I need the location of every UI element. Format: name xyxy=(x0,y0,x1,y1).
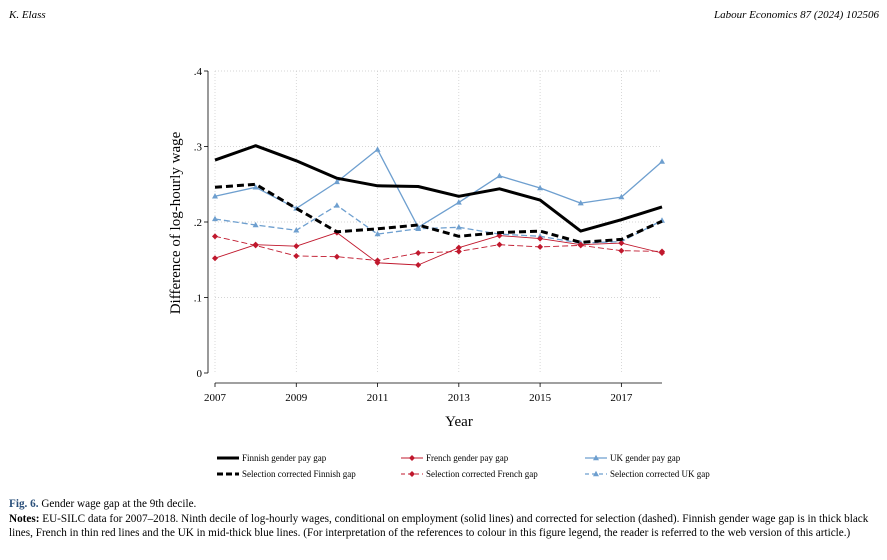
series-uk-gender-pay-gap xyxy=(212,146,665,230)
figure-label: Fig. 6. xyxy=(9,498,39,510)
data-point xyxy=(374,146,381,152)
y-tick-label: .2 xyxy=(194,217,202,229)
series-line xyxy=(214,232,663,266)
x-tick-label: 2015 xyxy=(529,392,552,404)
y-tick-label: .3 xyxy=(194,142,203,154)
y-tick-label: .1 xyxy=(194,293,202,305)
data-point xyxy=(293,252,300,259)
notes-label: Notes: xyxy=(9,512,40,525)
x-tick-label: 2011 xyxy=(367,392,389,404)
y-tick-label: 0 xyxy=(197,368,203,380)
y-tick-label: .4 xyxy=(194,66,203,78)
data-point xyxy=(415,249,422,256)
data-point xyxy=(293,243,300,250)
data-point xyxy=(659,248,665,255)
series-finnish-gender-pay-gap xyxy=(214,144,663,233)
legend-item: Finnish gender pay gap xyxy=(217,453,327,463)
data-point xyxy=(537,184,544,191)
figure-caption: Fig. 6. Gender wage gap at the 9th decil… xyxy=(9,497,877,541)
x-tick-label: 2009 xyxy=(285,392,308,404)
legend-marker xyxy=(593,470,599,477)
series-lines xyxy=(212,144,665,269)
chart-legend: Finnish gender pay gap Selection correcte… xyxy=(217,453,710,479)
legend-marker xyxy=(409,455,415,461)
legend-item: French gender pay gap xyxy=(401,453,509,463)
figure-title: Gender wage gap at the 9th decile. xyxy=(41,498,197,510)
data-point xyxy=(618,193,625,200)
running-header-journal: Labour Economics 87 (2024) 102506 xyxy=(714,9,879,21)
data-point xyxy=(618,247,625,254)
data-point xyxy=(455,199,462,205)
data-point xyxy=(333,202,340,208)
data-point xyxy=(455,248,462,255)
data-point xyxy=(618,240,625,247)
data-point xyxy=(374,230,381,237)
data-point xyxy=(333,178,340,185)
legend-marker xyxy=(409,471,415,477)
data-point xyxy=(455,224,462,230)
x-tick-label: 2017 xyxy=(610,392,633,404)
series-line xyxy=(214,182,663,244)
legend-label: Selection corrected Finnish gap xyxy=(242,469,356,479)
running-header-author: K. Elass xyxy=(9,9,46,21)
data-point xyxy=(212,233,218,240)
caption-title-line: Fig. 6. Gender wage gap at the 9th decil… xyxy=(9,497,877,512)
series-line xyxy=(214,204,663,244)
series-selection-corrected-french-gap xyxy=(212,233,665,264)
axis-ticks: 0 .1 .2 .3 .4 2007 2009 2011 2013 2015 2017 xyxy=(194,66,633,404)
series-line xyxy=(214,144,663,233)
figure-chart: 0 .1 .2 .3 .4 2007 2009 2011 2013 2015 2017 Differ… xyxy=(168,66,710,479)
notes-text: EU-SILC data for 2007–2018. Ninth decile… xyxy=(9,512,869,540)
data-point xyxy=(252,242,259,249)
data-point xyxy=(252,221,259,228)
data-point xyxy=(455,244,462,251)
data-point xyxy=(659,158,665,164)
data-point xyxy=(212,215,218,222)
data-point xyxy=(577,199,584,206)
data-point xyxy=(212,255,218,262)
legend-label: Selection corrected UK gap xyxy=(610,469,710,479)
series-line xyxy=(214,148,663,228)
legend-label: Finnish gender pay gap xyxy=(242,453,327,463)
x-tick-label: 2013 xyxy=(448,392,471,404)
data-point xyxy=(496,241,503,248)
series-selection-corrected-uk-gap xyxy=(212,202,665,246)
data-point xyxy=(537,243,544,250)
data-point xyxy=(374,257,381,264)
series-french-gender-pay-gap xyxy=(212,229,665,269)
data-point xyxy=(293,227,300,233)
data-point xyxy=(333,253,340,260)
x-tick-label: 2007 xyxy=(204,392,227,404)
data-point xyxy=(537,235,544,242)
legend-label: UK gender pay gap xyxy=(610,453,681,463)
legend-item: Selection corrected Finnish gap xyxy=(217,469,356,479)
legend-label: French gender pay gap xyxy=(426,453,509,463)
data-point xyxy=(212,193,218,199)
data-point xyxy=(415,225,422,231)
legend-marker xyxy=(593,454,599,461)
gridlines xyxy=(214,70,662,373)
data-point xyxy=(252,184,259,190)
series-line xyxy=(214,235,663,261)
data-point xyxy=(415,262,422,269)
legend-item: Selection corrected UK gap xyxy=(585,469,710,479)
legend-item: UK gender pay gap xyxy=(585,453,681,463)
x-axis-title: Year xyxy=(445,414,473,430)
legend-item: Selection corrected French gap xyxy=(401,469,538,479)
data-point xyxy=(496,172,503,179)
caption-notes: Notes: EU-SILC data for 2007–2018. Ninth… xyxy=(9,512,877,541)
legend-label: Selection corrected French gap xyxy=(426,469,538,479)
data-point xyxy=(577,242,584,249)
y-axis-title: Difference of log-hourly wage xyxy=(168,131,184,314)
series-selection-corrected-finnish-gap xyxy=(214,182,663,244)
